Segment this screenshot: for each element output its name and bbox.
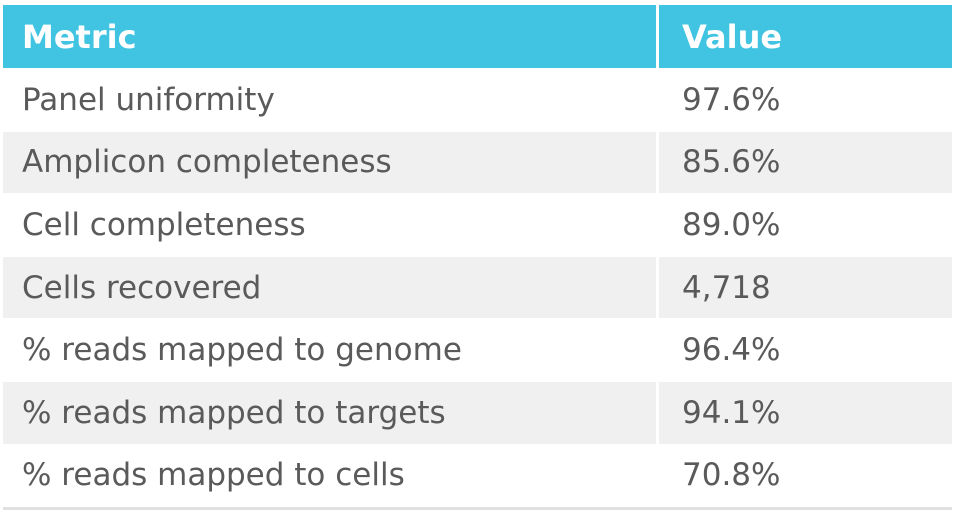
table-row: % reads mapped to targets 94.1% (3, 381, 952, 445)
metric-cell: Amplicon completeness (3, 131, 659, 194)
table-row: Panel uniformity 97.6% (3, 69, 952, 132)
metric-cell: % reads mapped to cells (3, 444, 659, 507)
value-cell: 94.1% (682, 394, 781, 431)
table-row: Cells recovered 4,718 (3, 256, 952, 320)
bottom-rule (3, 507, 952, 510)
value-cell: 89.0% (682, 206, 781, 243)
metric-cell: Panel uniformity (3, 69, 659, 131)
value-cell: 4,718 (682, 269, 771, 306)
metric-cell: Cells recovered (3, 256, 659, 319)
value-cell: 97.6% (682, 81, 781, 118)
value-cell: 85.6% (682, 144, 781, 181)
metric-cell: % reads mapped to genome (3, 319, 659, 381)
table-row: % reads mapped to genome 96.4% (3, 319, 952, 382)
metric-cell: Cell completeness (3, 194, 659, 256)
header-cell: Value (682, 17, 783, 56)
header-row: Metric Value (3, 5, 952, 69)
value-cell: 96.4% (682, 332, 781, 369)
metrics-table: Metric Value Panel uniformity 97.6% Amplicon… (3, 5, 952, 508)
metric-cell: % reads mapped to targets (3, 381, 659, 444)
table-row: % reads mapped to cells 70.8% (3, 444, 952, 508)
table-row: Amplicon completeness 85.6% (3, 131, 952, 195)
table-row: Cell completeness 89.0% (3, 194, 952, 257)
header-cell: Metric (3, 5, 659, 68)
value-cell: 70.8% (682, 457, 781, 494)
